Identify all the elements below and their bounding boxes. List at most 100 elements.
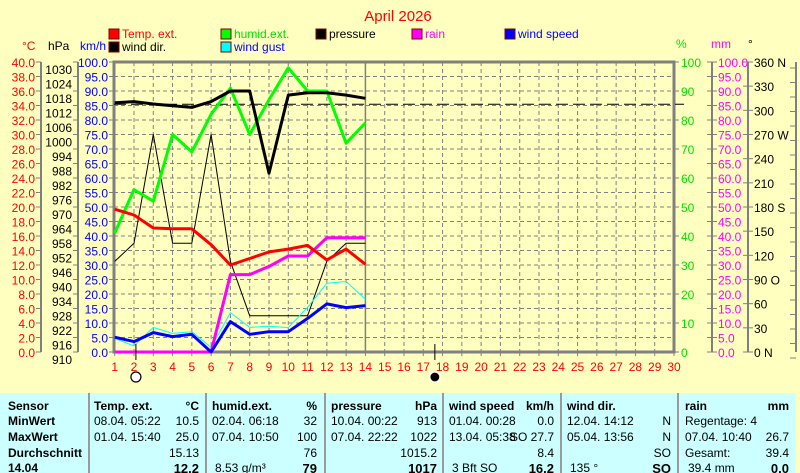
temp-tick-label: 32.0 [12, 114, 36, 128]
column-header: Temp. ext. [94, 399, 153, 413]
kmh-tick-label: 75.0 [85, 129, 109, 143]
legend-swatch [411, 28, 423, 40]
min-time: 01.04. 00:28 [449, 414, 516, 428]
legend-swatch [220, 41, 232, 53]
legend-label: Temp. ext. [122, 27, 177, 41]
kmh-tick-label: 50.0 [85, 201, 109, 215]
legend-label: wind dir. [121, 40, 166, 54]
kmh-tick-label: 100.0 [78, 56, 108, 70]
x-tick-label: 29 [648, 360, 662, 374]
series-line-humid-ext [113, 66, 367, 234]
column-separator [324, 393, 326, 473]
mm-tick-label: 10.0 [718, 317, 742, 331]
hpa-tick-label: 916 [52, 339, 72, 353]
column-header: rain [685, 399, 708, 413]
x-tick-label: 6 [208, 360, 215, 374]
x-tick-label: 14 [359, 360, 373, 374]
x-tick-label: 25 [571, 360, 585, 374]
series [113, 66, 367, 354]
hpa-tick-label: 910 [52, 353, 72, 367]
hpa-tick-label: 970 [52, 208, 72, 222]
column-unit: km/h [525, 399, 554, 413]
kmh-tick-label: 0.0 [91, 346, 108, 360]
legend-label: wind gust [233, 40, 285, 54]
legend-swatch [108, 28, 120, 40]
average-value: 8.4 [537, 446, 554, 460]
kmh-tick-label: 10.0 [85, 317, 109, 331]
kmh-tick-label: 95.0 [85, 71, 109, 85]
x-tick-label: 26 [590, 360, 604, 374]
deg-tick-label: 120 [754, 249, 774, 263]
kmh-tick-label: 65.0 [85, 158, 109, 172]
deg-tick-label: 330 [754, 80, 774, 94]
average-label: Gesamt: [685, 446, 731, 460]
deg-tick-label: 360 N [754, 56, 786, 70]
x-tick-label: 9 [266, 360, 273, 374]
x-tick-label: 24 [552, 360, 566, 374]
x-tick-label: 23 [532, 360, 546, 374]
pct-tick-label: 0 [681, 346, 688, 360]
deg-tick-label: 180 S [754, 201, 785, 215]
column-unit: hPa [414, 399, 437, 413]
temp-tick-label: 4.0 [18, 317, 35, 331]
x-tick-label: 28 [629, 360, 643, 374]
current-extra: 39.4 mm [688, 461, 735, 473]
hpa-tick-label: 1030 [45, 63, 72, 77]
pct-tick-label: 50 [681, 201, 695, 215]
column-separator [88, 393, 90, 473]
x-tick-label: 11 [301, 360, 314, 374]
deg-tick-label: 0 N [754, 346, 773, 360]
current-extra: 135 ° [570, 461, 599, 473]
legend-swatch [504, 28, 516, 40]
new-moon-icon [429, 371, 441, 383]
max-value: 100 [296, 430, 317, 444]
x-tick-label: 20 [474, 360, 488, 374]
series-line-rain [114, 236, 366, 354]
deg-tick-label: 150 [754, 225, 774, 239]
current-value: 16.2 [528, 461, 554, 473]
mm-tick-label: 40.0 [718, 230, 742, 244]
kmh-tick-label: 90.0 [85, 85, 109, 99]
hpa-tick-label: 1024 [45, 78, 72, 92]
temp-tick-label: 26.0 [12, 158, 36, 172]
current-value: 12.2 [173, 461, 199, 473]
mm-tick-label: 100.0 [718, 56, 748, 70]
hpa-tick-label: 952 [52, 252, 72, 266]
min-time: Regentage: 4 [685, 414, 758, 428]
min-time: 02.04. 06:18 [212, 414, 279, 428]
kmh-tick-label: 80.0 [85, 114, 109, 128]
hpa-tick-label: 1006 [45, 121, 72, 135]
kmh-tick-label: 30.0 [85, 259, 109, 273]
max-time: 07.04. 10:50 [212, 430, 279, 444]
column-header: pressure [331, 399, 382, 413]
min-time: 10.04. 00:22 [331, 414, 398, 428]
kmh-tick-label: 60.0 [85, 172, 109, 186]
deg-tick-label: 90 O [754, 274, 780, 288]
pct-tick-label: 10 [681, 317, 695, 331]
x-tick-label: 8 [246, 360, 253, 374]
current-value: 1017 [408, 461, 437, 473]
kmh-tick-label: 25.0 [85, 274, 109, 288]
x-tick-label: 1 [111, 360, 118, 374]
max-time: 13.04. 05:38 [449, 430, 516, 444]
series-line-temp-ext [114, 207, 367, 267]
series-line-wind-dir [114, 134, 366, 317]
temp-tick-label: 36.0 [12, 85, 36, 99]
column-unit: °C [185, 399, 199, 413]
x-tick-label: 4 [169, 360, 176, 374]
current-value: SO [652, 461, 671, 473]
mm-tick-label: 0.0 [718, 346, 735, 360]
axis-unit-left: hPa [48, 39, 70, 53]
mm-tick-label: 5.0 [718, 332, 735, 346]
temp-tick-label: 38.0 [12, 71, 36, 85]
series-line-wind-gust [114, 281, 366, 348]
column-header: wind dir. [567, 399, 616, 413]
hpa-tick-label: 994 [52, 150, 72, 164]
current-value: 79 [302, 461, 317, 473]
temp-tick-label: 28.0 [12, 143, 36, 157]
average-value: 39.4 [765, 446, 789, 460]
current-value: 0.0 [770, 461, 789, 473]
hpa-tick-label: 1012 [45, 107, 72, 121]
pct-tick-label: 60 [681, 172, 695, 186]
kmh-tick-label: 35.0 [85, 245, 109, 259]
